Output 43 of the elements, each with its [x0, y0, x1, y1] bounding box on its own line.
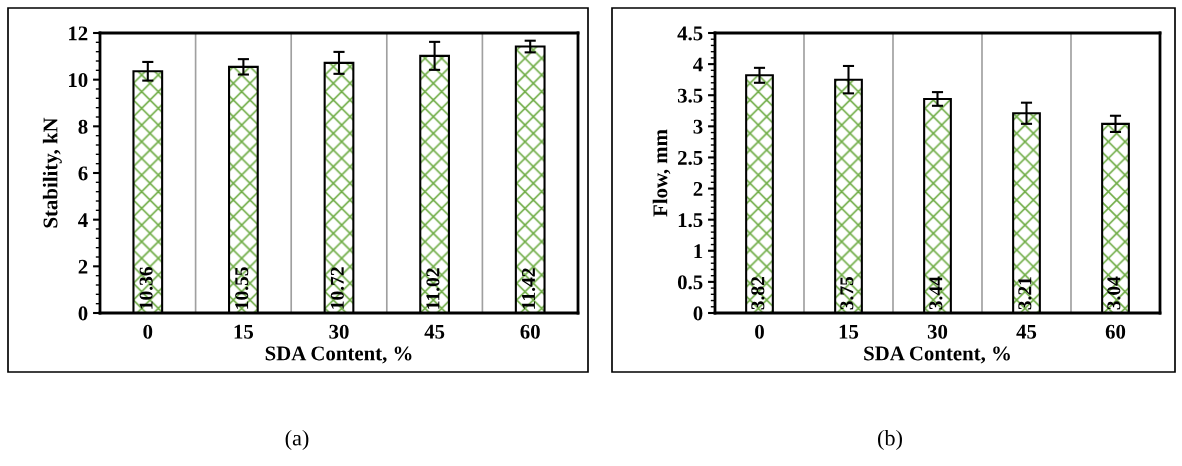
y-tick-label: 3	[693, 119, 703, 134]
x-tick-label: 0	[143, 324, 153, 339]
data-label: 11.42	[522, 268, 536, 309]
y-tick-label: 1.5	[678, 213, 703, 228]
x-tick-label: 30	[927, 324, 948, 339]
x-tick-label: 45	[424, 324, 445, 339]
y-tick-label: 8	[78, 119, 88, 134]
y-tick-label: 10	[69, 73, 88, 88]
x-tick-label: 15	[839, 324, 859, 339]
y-tick-label: 2.5	[678, 150, 703, 165]
data-label: 3.82	[751, 277, 765, 310]
y-tick-label: 2	[693, 181, 703, 196]
y-tick-label: 2	[78, 259, 88, 274]
x-axis-title: SDA Content, %	[265, 346, 412, 364]
y-tick-label: 0.5	[677, 275, 703, 290]
data-label: 3.04	[1107, 276, 1121, 310]
x-tick-label: 0	[755, 324, 764, 339]
x-tick-label: 30	[329, 324, 349, 339]
y-tick-label: 4.5	[677, 26, 703, 41]
data-label: 10.72	[330, 267, 344, 309]
y-axis-title: Flow, mm	[652, 129, 671, 217]
y-tick-label: 0	[693, 306, 703, 321]
data-label: 10.55	[235, 267, 249, 309]
y-tick-label: 1	[694, 244, 703, 259]
data-label: 11.02	[426, 268, 440, 309]
x-axis-title: SDA Content, %	[864, 346, 1010, 364]
text: (b)	[878, 429, 902, 451]
x-tick-label: 60	[520, 324, 540, 339]
y-tick-label: 12	[69, 26, 88, 41]
y-tick-label: 4	[693, 57, 703, 72]
x-tick-label: 45	[1016, 324, 1037, 339]
x-tick-label: 15	[234, 324, 254, 339]
x-tick-label: 60	[1105, 324, 1126, 339]
y-tick-label: 4	[78, 213, 88, 227]
y-tick-label: 0	[78, 306, 88, 321]
y-tick-label: 3.5	[677, 88, 703, 103]
data-label: 3.44	[929, 276, 943, 310]
y-axis-title: Stability, kN	[42, 117, 62, 228]
data-label: 10.36	[139, 267, 153, 309]
data-label: 3.75	[840, 276, 854, 310]
y-tick-label: 6	[78, 166, 88, 181]
text: (a)	[285, 429, 309, 451]
data-label: 3.21	[1018, 277, 1032, 310]
